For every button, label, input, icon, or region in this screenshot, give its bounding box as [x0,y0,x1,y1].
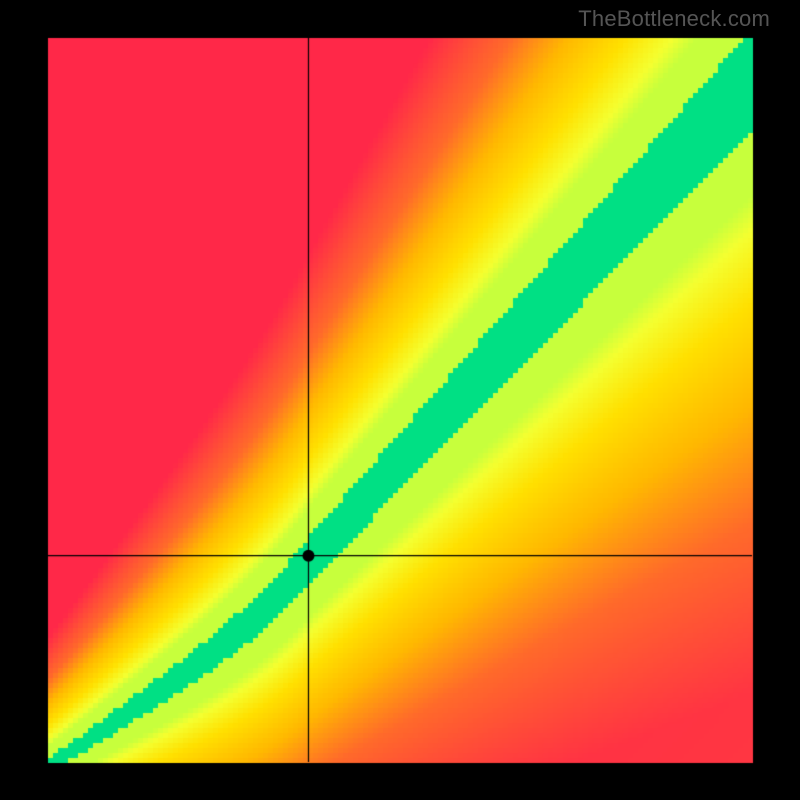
watermark-text: TheBottleneck.com [578,6,770,32]
bottleneck-heatmap [0,0,800,800]
chart-container: { "watermark": { "text": "TheBottleneck.… [0,0,800,800]
